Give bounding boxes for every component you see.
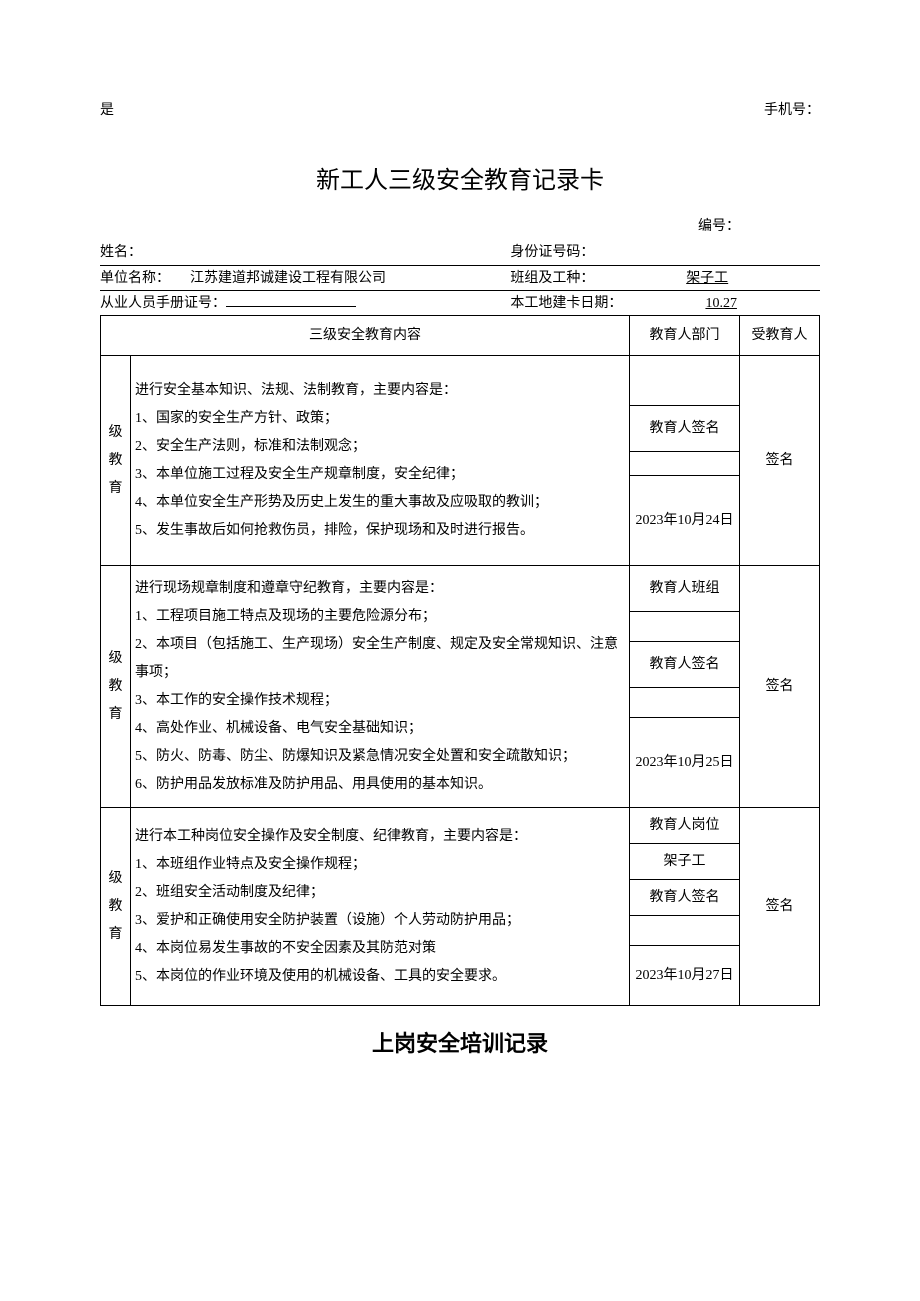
level1-dept-blank (630, 356, 740, 406)
serial-row: 编号： (100, 216, 820, 238)
level1-sig-label: 教育人签名 (630, 406, 740, 452)
level2-row1: 级教育 进行现场规章制度和遵章守纪教育，主要内容是： 1、工程项目施工特点及现场… (101, 566, 820, 612)
id-label: 身份证号码： (510, 242, 594, 264)
name-label: 姓名： (100, 242, 142, 264)
top-left: 是 (100, 100, 114, 122)
level3-row1: 级教育 进行本工种岗位安全操作及安全制度、纪律教育，主要内容是： 1、本班组作业… (101, 808, 820, 844)
level1-content: 进行安全基本知识、法规、法制教育，主要内容是： 1、国家的安全生产方针、政策； … (131, 356, 630, 566)
top-row: 是 手机号： (100, 100, 820, 122)
serial-label: 编号： (698, 219, 740, 234)
level2-label: 级教育 (101, 566, 131, 808)
level3-post-value: 架子工 (630, 844, 740, 880)
level2-group-label: 教育人班组 (630, 566, 740, 612)
level1-row1: 级教育 进行安全基本知识、法规、法制教育，主要内容是： 1、国家的安全生产方针、… (101, 356, 820, 406)
unit-label: 单位名称： (100, 268, 170, 290)
info-line-1: 姓名： 身份证号码： (100, 242, 820, 265)
card-date-value: 10.27 (622, 293, 820, 315)
level3-content: 进行本工种岗位安全操作及安全制度、纪律教育，主要内容是： 1、本班组作业特点及安… (131, 808, 630, 1006)
top-right: 手机号： (764, 100, 820, 122)
level3-label: 级教育 (101, 808, 131, 1006)
level3-date: 2023年10月27日 (630, 946, 740, 1006)
level2-content: 进行现场规章制度和遵章守纪教育，主要内容是： 1、工程项目施工特点及现场的主要危… (131, 566, 630, 808)
level2-trainee-sign: 签名 (740, 566, 820, 808)
cert-blank (226, 293, 356, 307)
table-header-row: 三级安全教育内容 教育人部门 受教育人 (101, 316, 820, 356)
level1-trainee-sign: 签名 (740, 356, 820, 566)
header-dept: 教育人部门 (630, 316, 740, 356)
level1-date: 2023年10月24日 (630, 476, 740, 566)
level1-label: 级教育 (101, 356, 131, 566)
level2-date: 2023年10月25日 (630, 718, 740, 808)
header-content: 三级安全教育内容 (101, 316, 630, 356)
level2-group-blank (630, 612, 740, 642)
info-line-2: 单位名称： 江苏建道邦诚建设工程有限公司 班组及工种： 架子工 (100, 268, 820, 291)
level3-sig-blank (630, 916, 740, 946)
level3-post-label: 教育人岗位 (630, 808, 740, 844)
card-date-label: 本工地建卡日期： (510, 293, 622, 315)
level2-sig-label: 教育人签名 (630, 642, 740, 688)
unit-value: 江苏建道邦诚建设工程有限公司 (170, 268, 510, 290)
cert-label: 从业人员手册证号： (100, 293, 226, 315)
team-value: 架子工 (594, 268, 820, 290)
level1-sig-blank (630, 452, 740, 476)
footer-title: 上岗安全培训记录 (100, 1026, 820, 1061)
level3-sig-label: 教育人签名 (630, 880, 740, 916)
info-line-3: 从业人员手册证号： 本工地建卡日期： 10.27 (100, 293, 820, 315)
level2-sig-blank (630, 688, 740, 718)
page-title: 新工人三级安全教育记录卡 (100, 162, 820, 200)
level3-trainee-sign: 签名 (740, 808, 820, 1006)
header-trainee: 受教育人 (740, 316, 820, 356)
main-table: 三级安全教育内容 教育人部门 受教育人 级教育 进行安全基本知识、法规、法制教育… (100, 315, 820, 1006)
team-label: 班组及工种： (510, 268, 594, 290)
